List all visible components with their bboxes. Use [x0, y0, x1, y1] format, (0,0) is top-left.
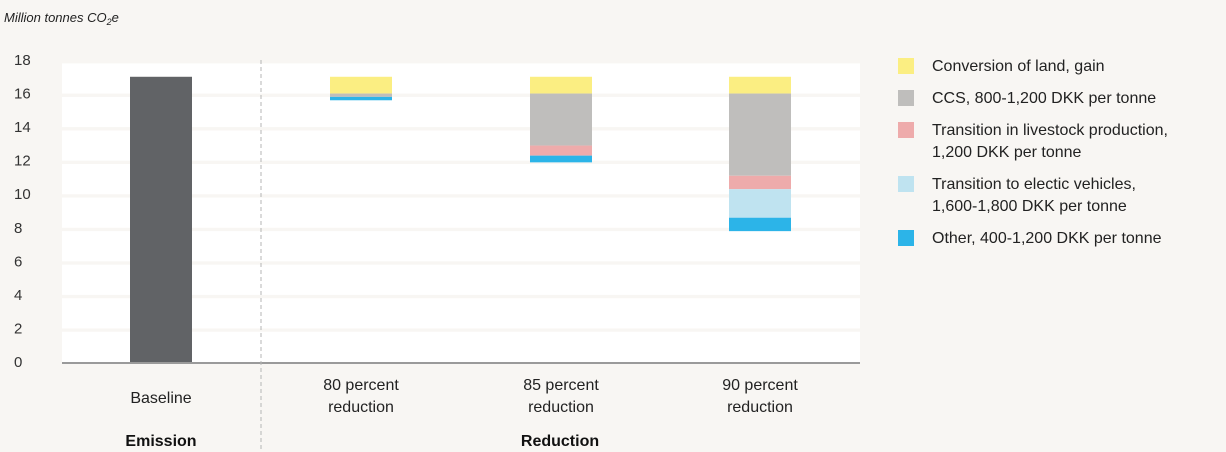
y-tick-label: 2	[14, 320, 22, 337]
bar-segment-livestock	[530, 145, 592, 156]
legend: Conversion of land, gain CCS, 800-1,200 D…	[898, 56, 1218, 260]
bar-segment-ccs	[530, 93, 592, 146]
grid-band	[62, 298, 860, 329]
grid-band	[62, 96, 860, 128]
category-label: 85 percent reduction	[523, 377, 599, 416]
y-axis-title: Million tonnes CO2e	[4, 10, 119, 27]
y-tick-label: 18	[14, 52, 31, 69]
grid-band	[62, 63, 860, 94]
legend-label: Transition to electic vehicles, 1,600-1,…	[932, 176, 1136, 215]
grid-band	[62, 197, 860, 228]
y-tick-label: 0	[14, 354, 22, 371]
y-axis-ticks: 0 2 4 6 8 10 12 14 16 18	[14, 52, 31, 371]
y-tick-label: 8	[14, 220, 22, 237]
bar-segment-land	[530, 76, 592, 94]
bar-segment-livestock	[729, 175, 791, 190]
legend-item-ev: Transition to electic vehicles, 1,600-1,…	[898, 174, 1218, 218]
legend-item-ccs: CCS, 800-1,200 DKK per tonne	[898, 88, 1218, 110]
y-tick-label: 4	[14, 287, 22, 304]
category-label: 80 percent reduction	[323, 377, 399, 416]
bar-segment-other	[729, 217, 791, 232]
legend-swatch	[898, 122, 914, 138]
bar-segment-ccs	[729, 93, 791, 176]
bar-segment-ev	[729, 189, 791, 218]
category-labels: Baseline 80 percent reduction 85 percent red…	[130, 377, 798, 416]
legend-item-livestock: Transition in livestock production, 1,20…	[898, 120, 1218, 164]
group-label: Emission	[125, 433, 196, 450]
bar-segment-ccs	[330, 93, 392, 97]
bar-segment-other	[530, 155, 592, 163]
legend-item-land: Conversion of land, gain	[898, 56, 1218, 78]
y-tick-label: 16	[14, 86, 31, 103]
bars	[130, 76, 791, 363]
y-tick-label: 12	[14, 153, 31, 170]
legend-swatch	[898, 90, 914, 106]
grid-bands	[62, 63, 860, 362]
y-tick-label: 6	[14, 253, 22, 270]
legend-swatch	[898, 230, 914, 246]
legend-label: Transition in livestock production, 1,20…	[932, 122, 1168, 161]
category-label: Baseline	[130, 390, 191, 407]
legend-label: Other, 400-1,200 DKK per tonne	[932, 230, 1162, 247]
group-labels: Emission Reduction	[125, 433, 599, 450]
bar-baseline	[130, 76, 192, 363]
bar-segment-land	[330, 76, 392, 94]
bar-segment-other	[330, 96, 392, 101]
y-tick-label: 10	[14, 186, 31, 203]
grid-band	[62, 164, 860, 195]
legend-label: CCS, 800-1,200 DKK per tonne	[932, 90, 1157, 107]
grid-band	[62, 331, 860, 362]
grid-band	[62, 264, 860, 295]
grid-band	[62, 130, 860, 161]
chart: Million tonnes CO2e 0 2 4 6 8 10 12 14 16 18 Base…	[4, 10, 860, 452]
group-label: Reduction	[521, 433, 599, 450]
legend-label: Conversion of land, gain	[932, 58, 1105, 75]
category-label: 90 percent reduction	[722, 377, 798, 416]
grid-band	[62, 231, 860, 262]
legend-swatch	[898, 176, 914, 192]
bar-segment-land	[729, 76, 791, 94]
legend-swatch	[898, 58, 914, 74]
legend-item-other: Other, 400-1,200 DKK per tonne	[898, 228, 1218, 250]
y-tick-label: 14	[14, 119, 31, 136]
